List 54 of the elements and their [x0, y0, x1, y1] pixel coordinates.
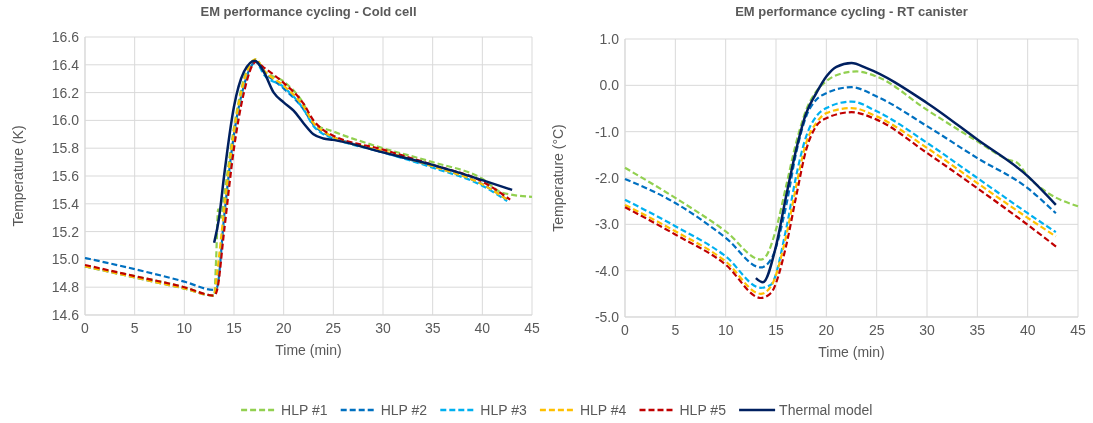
x-tick-label: 40: [474, 320, 491, 336]
y-tick-label: -4.0: [594, 262, 620, 279]
x-tick-label: 15: [226, 320, 242, 336]
x-tick-label: 45: [1070, 322, 1086, 338]
y-tick-label: 15.4: [51, 195, 80, 212]
y-axis-title: Temperature (K): [10, 125, 26, 227]
y-tick-label: 14.8: [51, 279, 80, 296]
x-tick-label: 0: [81, 320, 90, 336]
x-tick-label: 20: [275, 320, 292, 336]
y-axis-title: Temperature (°C): [550, 124, 566, 232]
x-tick-label: 30: [375, 320, 391, 336]
y-tick-label: 16.0: [51, 112, 80, 129]
y-tick-label: 16.6: [51, 29, 80, 45]
line-series: [623, 86, 1057, 269]
x-tick-label: 30: [919, 322, 935, 338]
legend-label: HLP #3: [480, 402, 527, 418]
x-tick-label: 20: [818, 322, 835, 338]
legend-label: HLP #1: [281, 402, 328, 418]
chart-title: EM performance cycling - RT canister: [735, 4, 968, 19]
y-tick-label: 15.2: [51, 223, 80, 240]
y-tick-label: 1.0: [599, 31, 620, 47]
y-tick-label: 0.0: [599, 77, 620, 94]
y-tick-label: 16.2: [51, 84, 80, 101]
line-series: [754, 61, 1058, 284]
x-tick-label: 35: [424, 320, 441, 336]
x-axis-title: Time (min): [275, 342, 342, 358]
chart-title: EM performance cycling - Cold cell: [200, 4, 417, 19]
x-axis-title: Time (min): [818, 344, 885, 360]
y-tick-label: 14.6: [51, 307, 80, 323]
x-tick-label: 35: [969, 322, 986, 338]
x-tick-label: 5: [130, 320, 139, 336]
legend-label: Thermal model: [779, 402, 873, 418]
x-tick-label: 25: [325, 320, 342, 336]
y-tick-label: 15.6: [51, 168, 80, 184]
y-tick-label: -2.0: [594, 170, 620, 186]
y-tick-label: -1.0: [594, 123, 620, 140]
y-tick-label: 16.4: [51, 56, 80, 73]
x-tick-label: 10: [176, 320, 193, 336]
y-tick-label: -5.0: [594, 309, 620, 325]
x-tick-label: 5: [671, 322, 680, 338]
y-tick-label: 15.8: [51, 140, 80, 157]
legend-label: HLP #5: [679, 402, 727, 418]
x-tick-label: 10: [717, 322, 734, 338]
x-tick-label: 45: [524, 320, 540, 336]
x-tick-label: 25: [868, 322, 885, 338]
line-series: [623, 70, 1080, 261]
legend-label: HLP #2: [380, 402, 428, 418]
legend-label: HLP #4: [579, 402, 627, 418]
line-series: [212, 59, 514, 244]
x-tick-label: 15: [768, 322, 784, 338]
y-tick-label: -3.0: [594, 216, 620, 233]
x-tick-label: 0: [621, 322, 630, 338]
x-tick-label: 40: [1019, 322, 1036, 338]
y-tick-label: 15.0: [51, 251, 80, 268]
